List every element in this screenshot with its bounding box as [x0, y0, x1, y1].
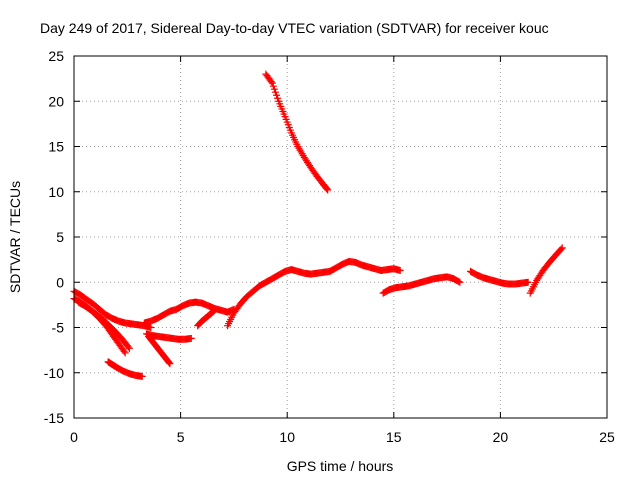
y-tick-label: 25 — [48, 48, 64, 64]
y-tick-label: -15 — [44, 410, 64, 426]
data-point — [147, 324, 155, 331]
data-point — [138, 372, 146, 380]
data-point — [268, 79, 276, 87]
x-tick-label: 25 — [599, 429, 615, 445]
series-arc-07 — [142, 330, 195, 343]
series-arc-12 — [379, 273, 464, 297]
data-point — [270, 85, 278, 93]
data-point — [456, 278, 464, 286]
series-arc-01 — [70, 287, 155, 331]
data-points — [70, 70, 566, 380]
series-arc-10 — [262, 70, 332, 194]
series-arc-14 — [526, 244, 566, 297]
y-axis-label: SDTVAR / TECUs — [7, 181, 23, 293]
y-tick-label: 20 — [48, 93, 64, 109]
data-point — [557, 245, 565, 253]
data-point — [267, 78, 275, 86]
data-point — [210, 307, 218, 315]
grid — [74, 56, 607, 418]
data-point — [269, 82, 277, 90]
x-tick-label: 15 — [386, 429, 402, 445]
x-tick-label: 5 — [177, 429, 185, 445]
x-axis-label: GPS time / hours — [287, 458, 394, 474]
data-point — [166, 360, 174, 368]
data-point — [324, 186, 332, 194]
y-tick-label: 0 — [56, 274, 64, 290]
series-arc-08 — [194, 306, 219, 330]
data-point — [524, 278, 532, 286]
series-arc-04 — [104, 358, 146, 380]
series-arc-09 — [224, 266, 334, 330]
data-point — [209, 308, 217, 316]
data-point — [125, 344, 133, 352]
y-tick-label: 10 — [48, 184, 64, 200]
series-arc-05 — [140, 298, 238, 327]
x-tick-label: 0 — [70, 429, 78, 445]
chart-title: Day 249 of 2017, Sidereal Day-to-day VTE… — [40, 20, 549, 36]
data-point — [323, 185, 331, 193]
x-tick-label: 10 — [279, 429, 295, 445]
plot-frame — [73, 55, 608, 419]
y-tick-label: 15 — [48, 139, 64, 155]
axis-ticks: 0 5 10 15 20 25 -15 -10 -5 0 5 10 15 20 25 — [44, 48, 615, 445]
data-point — [120, 347, 128, 355]
data-point — [455, 278, 463, 286]
data-point — [165, 359, 173, 367]
y-tick-label: 5 — [56, 229, 64, 245]
data-point — [271, 88, 279, 96]
data-point — [396, 266, 404, 274]
series-arc-03 — [74, 298, 133, 352]
data-point — [187, 334, 195, 342]
x-tick-label: 20 — [493, 429, 509, 445]
data-point — [558, 244, 566, 252]
y-tick-label: -5 — [52, 320, 65, 336]
data-point — [124, 343, 132, 351]
series-arc-11 — [326, 257, 404, 275]
data-point — [121, 349, 129, 357]
y-tick-label: -10 — [44, 365, 64, 381]
series-arc-13 — [467, 267, 532, 288]
data-point — [211, 306, 219, 314]
data-point — [273, 91, 281, 99]
data-point — [274, 94, 282, 102]
